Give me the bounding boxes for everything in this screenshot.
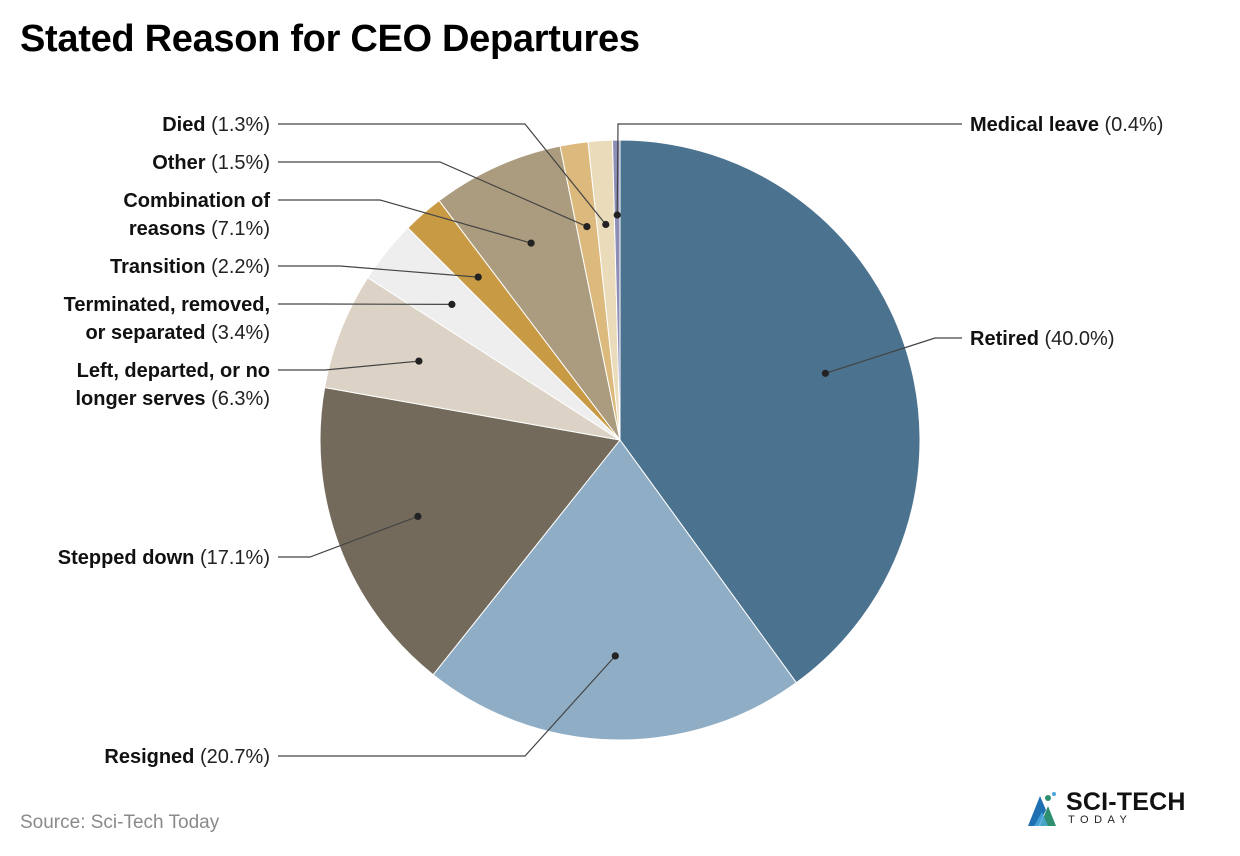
chart-title: Stated Reason for CEO Departures (20, 18, 640, 60)
leader-line-transition (278, 265, 479, 278)
leader-line-other (278, 161, 588, 228)
pie-slice-resigned (432, 439, 798, 741)
leader-line-medical-leave (616, 123, 962, 216)
slice-label-transition: Transition (2.2%) (110, 256, 270, 278)
slice-label-medical-leave: Medical leave (0.4%) (970, 114, 1163, 136)
leader-line-died (278, 123, 607, 225)
leader-dot-other (583, 223, 591, 231)
leader-dot-combination-of-reasons (527, 239, 535, 247)
logo-subtitle: TODAY (1068, 814, 1133, 826)
leader-line-retired (825, 337, 962, 374)
logo-name: SCI-TECH (1066, 788, 1186, 816)
slice-label-other: Other (1.5%) (152, 152, 270, 174)
leader-dot-medical-leave (613, 211, 621, 219)
slice-label-terminated-removed-or-separated: Terminated, removed, or separated (3.4%) (64, 294, 270, 344)
slice-label-combination-of-reasons: Combination of reasons (7.1%) (123, 190, 270, 240)
leader-line-combination-of-reasons (278, 199, 532, 244)
sci-tech-logo: SCI-TECH TODAY (1026, 788, 1206, 830)
leader-dot-died (602, 220, 610, 229)
leader-dot-stepped-down (414, 512, 422, 521)
leader-line-resigned (278, 655, 616, 757)
leader-dot-left-departed-or-no-longer-serves (415, 357, 423, 365)
leader-line-stepped-down (278, 515, 419, 558)
slice-label-died: Died (1.3%) (162, 114, 270, 136)
slice-label-stepped-down: Stepped down (17.1%) (58, 547, 270, 569)
slice-label-retired: Retired (40.0%) (970, 328, 1115, 350)
logo-icon (1028, 792, 1056, 826)
slice-label-left-departed-or-no-longer-serves: Left, departed, or no longer serves (6.3%… (75, 360, 270, 410)
slice-label-resigned: Resigned (20.7%) (104, 746, 270, 768)
leader-dot-resigned (611, 652, 619, 660)
leader-dot-retired (821, 369, 830, 377)
leader-dot-terminated-removed-or-separated (448, 300, 456, 308)
source-note: Source: Sci-Tech Today (20, 812, 220, 833)
leader-dot-transition (474, 273, 482, 281)
leader-line-left-departed-or-no-longer-serves (278, 360, 419, 371)
pie-slice-left-departed-or-no-longer-serves (324, 276, 621, 441)
